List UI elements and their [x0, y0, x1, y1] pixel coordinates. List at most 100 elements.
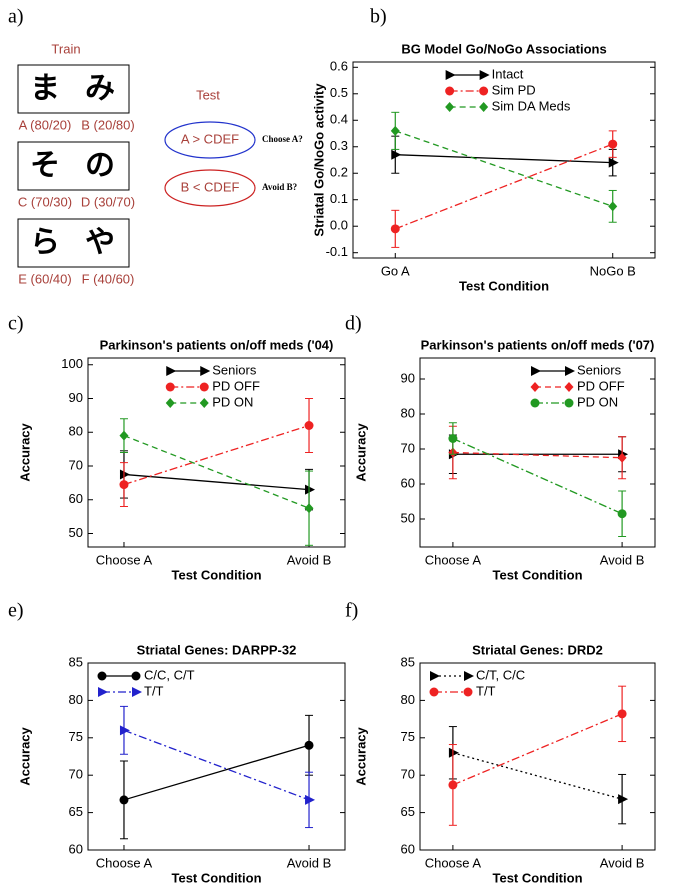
legend-marker — [463, 687, 473, 697]
legend-label: PD ON — [577, 394, 618, 409]
panel-label: e) — [8, 600, 24, 622]
y-tick-label: 0.2 — [330, 165, 348, 180]
marker — [608, 157, 619, 168]
legend-label: Seniors — [212, 362, 257, 377]
stimulus-label: D (30/70) — [81, 194, 135, 209]
y-axis-label: Accuracy — [17, 422, 32, 481]
y-tick-label: 0.3 — [330, 138, 348, 153]
marker — [390, 125, 400, 136]
plot-frame — [419, 662, 656, 851]
legend-label: C/C, C/T — [144, 667, 195, 682]
y-tick-label: 100 — [61, 356, 83, 371]
legend-marker — [131, 671, 141, 681]
chart-title: BG Model Go/NoGo Associations — [401, 41, 606, 56]
legend-marker — [479, 102, 489, 112]
test-rule: A > CDEF — [181, 131, 239, 146]
y-tick-label: -0.1 — [326, 244, 348, 259]
y-tick-label: 65 — [401, 804, 415, 819]
series-line — [452, 752, 623, 800]
legend-marker — [445, 102, 455, 112]
y-tick-label: 0.6 — [330, 59, 348, 74]
y-axis-label: Striatal Go/NoGo activity — [311, 83, 326, 237]
y-tick-label: 0.5 — [330, 85, 348, 100]
stimulus-label: C (70/30) — [18, 194, 72, 209]
x-axis-label: Test Condition — [171, 567, 261, 582]
legend-marker — [530, 398, 540, 408]
diagram: a) Train Test — [8, 6, 220, 103]
legend-marker — [166, 366, 177, 376]
legend-marker — [464, 671, 474, 681]
y-axis-label: Accuracy — [17, 726, 32, 785]
y-tick-label: 0.1 — [330, 191, 348, 206]
legend-marker — [479, 70, 490, 80]
legend-label: Sim DA Meds — [492, 98, 571, 113]
legend-marker — [97, 671, 107, 681]
stimulus-box — [17, 218, 130, 268]
stimulus-char: み — [85, 71, 115, 106]
marker — [391, 149, 402, 160]
legend-marker — [445, 70, 456, 80]
legend-label: Seniors — [577, 362, 622, 377]
stimulus-label: A (80/20) — [19, 117, 72, 132]
marker — [617, 709, 627, 719]
legend-marker — [531, 366, 541, 376]
plot-frame — [87, 357, 346, 548]
chart-title: Striatal Genes: DARPP-32 — [137, 642, 297, 657]
stimulus-label: B (20/80) — [81, 117, 134, 132]
marker — [305, 794, 316, 805]
y-tick-label: 50 — [401, 510, 415, 525]
series-line — [395, 143, 613, 230]
test-ellipse — [164, 169, 256, 207]
y-tick-label: 80 — [69, 424, 83, 439]
y-tick-label: 75 — [401, 729, 415, 744]
legend-marker — [430, 671, 440, 681]
test-question: Avoid B? — [262, 182, 297, 192]
y-tick-label: 80 — [401, 692, 415, 707]
legend-marker — [98, 687, 108, 697]
plot-frame — [352, 61, 656, 259]
series-line — [123, 435, 310, 509]
legend-marker — [199, 382, 209, 392]
y-tick-label: 80 — [401, 405, 415, 420]
stimulus-char: の — [85, 148, 115, 183]
x-tick-label: Avoid B — [287, 552, 332, 567]
legend-marker — [199, 398, 209, 408]
marker — [608, 139, 618, 149]
x-tick-label: Avoid B — [600, 855, 645, 870]
y-tick-label: 60 — [69, 491, 83, 506]
series-line — [123, 473, 310, 491]
legend-marker — [132, 687, 142, 697]
test-label: Test — [196, 87, 220, 102]
stimulus-box — [17, 64, 130, 114]
y-tick-label: 85 — [401, 654, 415, 669]
legend-label: T/T — [476, 683, 496, 698]
x-axis-label: Test Condition — [171, 870, 261, 885]
series-line — [395, 130, 613, 207]
x-tick-label: Choose A — [96, 855, 153, 870]
marker — [390, 224, 400, 234]
legend-label: PD OFF — [577, 378, 625, 393]
x-tick-label: Choose A — [425, 552, 482, 567]
series-line — [123, 424, 310, 486]
x-axis-label: Test Condition — [459, 278, 549, 293]
panel-label: d) — [345, 313, 362, 335]
train-label: Train — [51, 41, 80, 56]
y-tick-label: 50 — [69, 525, 83, 540]
x-tick-label: Choose A — [96, 552, 153, 567]
legend-marker — [530, 382, 540, 392]
y-tick-label: 90 — [401, 370, 415, 385]
y-axis-label: Accuracy — [353, 422, 368, 481]
legend-marker — [564, 382, 574, 392]
chart-title: Parkinson's patients on/off meds ('07) — [421, 337, 655, 352]
legend-label: C/T, C/C — [476, 667, 525, 682]
marker — [304, 421, 314, 430]
series-line — [395, 154, 613, 164]
chart-title: Parkinson's patients on/off meds ('04) — [100, 337, 334, 352]
marker — [617, 452, 627, 463]
test-rule: B < CDEF — [181, 179, 240, 194]
panel-label: f) — [345, 600, 358, 622]
y-tick-label: 75 — [69, 729, 83, 744]
marker — [119, 480, 129, 490]
